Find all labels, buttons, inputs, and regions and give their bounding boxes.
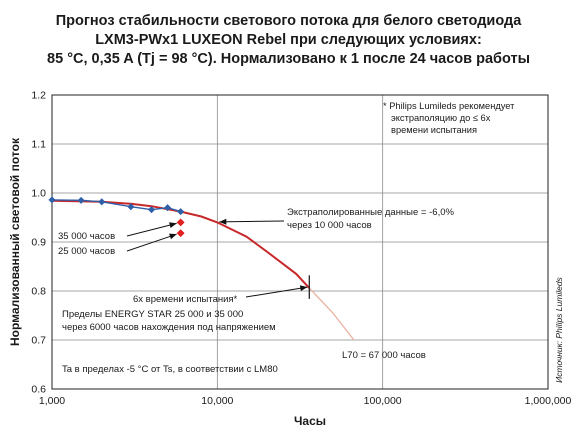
y-tick-label: 0.7 <box>31 335 46 347</box>
title-line-1: Прогноз стабильности светового потока дл… <box>55 13 522 29</box>
ta-note: Ta в пределах -5 °C от Ts, в соответстви… <box>62 364 278 375</box>
energy-star-35000-arrow <box>126 222 177 237</box>
x-tick-label: 1,000 <box>39 395 65 407</box>
energy-star-35000-arrow-head <box>169 222 177 229</box>
title-line-2: LXM3-PWx1 LUXEON Rebel при следующих усл… <box>95 32 482 48</box>
y-axis-label: Нормализованный световой поток <box>8 137 22 346</box>
energy-star-25000-arrow <box>126 233 177 252</box>
philips-note: времени испытания <box>391 125 477 135</box>
philips-note: * Philips Lumileds рекомендует <box>383 101 515 111</box>
plot-border <box>51 94 549 390</box>
measured-point <box>148 206 156 214</box>
energy-star-point <box>176 229 185 238</box>
y-tick-label: 0.6 <box>31 384 46 396</box>
measured-point <box>77 196 85 204</box>
y-tick-label: 0.8 <box>31 286 46 298</box>
chart-title: Прогноз стабильности светового потока дл… <box>0 12 577 69</box>
extrapolation-tail-line <box>308 287 355 341</box>
six-x-label: 6x времени испытания* <box>133 294 238 305</box>
extrapolation-line <box>51 199 311 289</box>
y-tick-label: 0.9 <box>31 237 46 249</box>
y-tick-label: 1.0 <box>31 188 46 200</box>
energy-star-25000-arrow-head <box>169 233 177 240</box>
philips-note: экстраполяцию до ≤ 6x <box>391 113 491 123</box>
energy-star-limits-label: через 6000 часов нахождения под напряжен… <box>62 322 276 333</box>
energy-star-limits-label: Пределы ENERGY STAR 25 000 и 35 000 <box>62 309 243 320</box>
measured-point <box>164 204 172 212</box>
energy-star-25000-label: 25 000 часов <box>58 246 115 257</box>
six-x-arrow-head <box>299 285 308 292</box>
extrapolated-arrow-head <box>219 218 227 225</box>
y-tick-label: 1.2 <box>31 90 46 102</box>
energy-star-35000-label: 35 000 часов <box>58 231 115 242</box>
measured-point <box>177 208 185 216</box>
energy-star-point <box>176 218 185 227</box>
extrapolated-arrow <box>219 220 285 223</box>
x-tick-label: 100,000 <box>364 395 402 407</box>
x-tick-label: 10,000 <box>201 395 233 407</box>
extrapolated-label: через 10 000 часов <box>287 220 372 231</box>
extrapolated-label: Экстраполированные данные = -6,0% <box>287 207 454 218</box>
measured-point <box>48 196 56 204</box>
measured-point <box>98 198 106 206</box>
x-tick-label: 1,000,000 <box>525 395 572 407</box>
l70-label: L70 = 67 000 часов <box>342 350 426 361</box>
x-axis-label: Часы <box>294 414 326 428</box>
y-tick-label: 1.1 <box>31 139 46 151</box>
measured-point <box>127 203 135 211</box>
title-line-3: 85 °C, 0,35 A (Tj = 98 °C). Нормализован… <box>47 51 530 67</box>
source-label: Источник: Philips Lumileds <box>554 276 564 382</box>
six-x-arrow <box>245 286 308 298</box>
